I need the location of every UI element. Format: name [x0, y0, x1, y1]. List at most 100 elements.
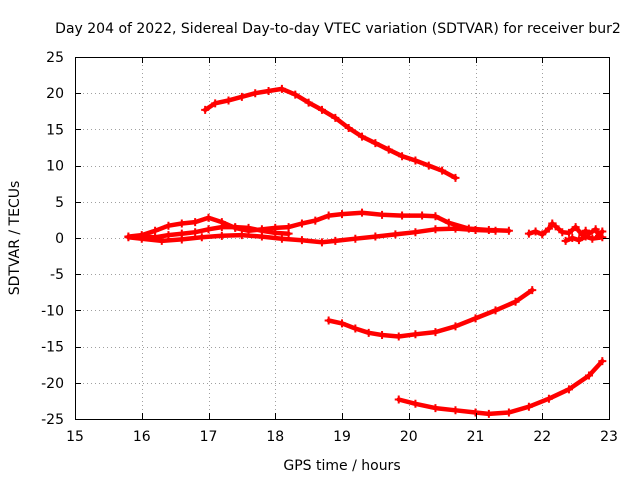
data-point [511, 297, 520, 306]
data-point [561, 236, 570, 245]
series-arc-1 [201, 84, 460, 182]
data-point [411, 156, 420, 165]
y-tick-label: -5 [50, 267, 64, 283]
y-tick-label: 20 [46, 86, 64, 102]
data-point [257, 226, 266, 235]
data-point [324, 211, 333, 220]
y-tick-label: -10 [41, 303, 64, 319]
data-point [524, 229, 533, 238]
data-point [338, 210, 346, 219]
chart-title: Day 204 of 2022, Sidereal Day-to-day VTE… [55, 21, 621, 37]
y-tick-label: 5 [55, 195, 64, 211]
data-point [524, 402, 533, 411]
data-point [538, 230, 547, 239]
data-point [177, 219, 186, 228]
data-point [217, 231, 226, 240]
x-tick-label: 22 [533, 429, 551, 445]
x-tick-label: 21 [467, 429, 485, 445]
data-point [364, 328, 373, 337]
data-point [204, 213, 213, 222]
data-point [451, 322, 460, 331]
data-point [391, 230, 400, 239]
data-point [588, 234, 597, 243]
data-point [191, 218, 200, 227]
data-point [237, 92, 246, 101]
data-point [297, 219, 306, 228]
data-point [544, 224, 553, 233]
data-point [224, 96, 233, 105]
data-point [581, 232, 590, 241]
data-point [351, 234, 360, 243]
x-tick-label: 23 [600, 429, 618, 445]
y-tick-label: -15 [41, 340, 64, 356]
data-point [124, 233, 133, 242]
series-layer [124, 84, 607, 418]
series-line [396, 358, 605, 417]
series-line [326, 287, 535, 339]
data-point [411, 228, 420, 237]
series-line [202, 86, 458, 181]
axes-ticks: 15 16 17 18 19 20 21 22 23 -25 -20 -15 -10 -5 0 5 10 15 20… [41, 50, 618, 445]
data-point [151, 233, 160, 242]
series-arc-7 [324, 286, 537, 341]
x-tick-label: 19 [333, 429, 351, 445]
series-arc-4 [137, 223, 293, 242]
data-point [358, 132, 367, 141]
data-point [394, 395, 403, 404]
data-point [177, 229, 186, 238]
data-point [424, 161, 433, 170]
data-point [384, 145, 393, 154]
data-point [451, 406, 460, 415]
data-point [598, 233, 607, 242]
data-point [504, 408, 513, 417]
data-point [431, 328, 440, 337]
data-point [244, 223, 253, 232]
data-point [311, 216, 320, 225]
data-point [331, 113, 340, 122]
x-tick-label: 20 [400, 429, 418, 445]
data-point [137, 232, 146, 241]
data-point [277, 234, 286, 243]
series-arc-3 [124, 224, 500, 247]
x-tick-label: 15 [66, 429, 84, 445]
data-point [378, 210, 387, 219]
data-point [444, 218, 453, 227]
data-point [271, 228, 280, 237]
y-tick-label: 10 [46, 159, 64, 175]
data-point [451, 173, 460, 182]
data-point [201, 105, 210, 114]
data-point [358, 208, 367, 217]
data-point [568, 234, 577, 242]
data-point [297, 236, 306, 245]
data-point [324, 316, 333, 325]
data-point [164, 221, 173, 230]
data-point [291, 90, 300, 99]
data-point [418, 211, 427, 220]
data-point [411, 330, 420, 339]
data-point [491, 306, 500, 315]
data-point [317, 105, 326, 114]
data-point [164, 231, 173, 240]
data-point [237, 231, 246, 240]
data-point [544, 394, 553, 403]
data-point [371, 232, 380, 241]
x-tick-label: 17 [200, 429, 218, 445]
data-point [317, 238, 326, 247]
data-point [398, 152, 407, 161]
y-tick-label: 0 [55, 231, 64, 247]
data-point [431, 404, 440, 413]
data-point [451, 224, 460, 233]
data-point [504, 226, 513, 235]
data-point [284, 229, 293, 238]
data-point [378, 331, 387, 340]
data-point [338, 319, 346, 328]
x-axis-label: GPS time / hours [283, 458, 400, 474]
data-point [277, 84, 286, 93]
data-point [551, 222, 560, 231]
data-point [411, 399, 420, 408]
data-point [351, 324, 360, 333]
series-arc-6 [561, 232, 607, 245]
y-tick-label: 25 [46, 50, 64, 66]
data-point [528, 286, 537, 295]
